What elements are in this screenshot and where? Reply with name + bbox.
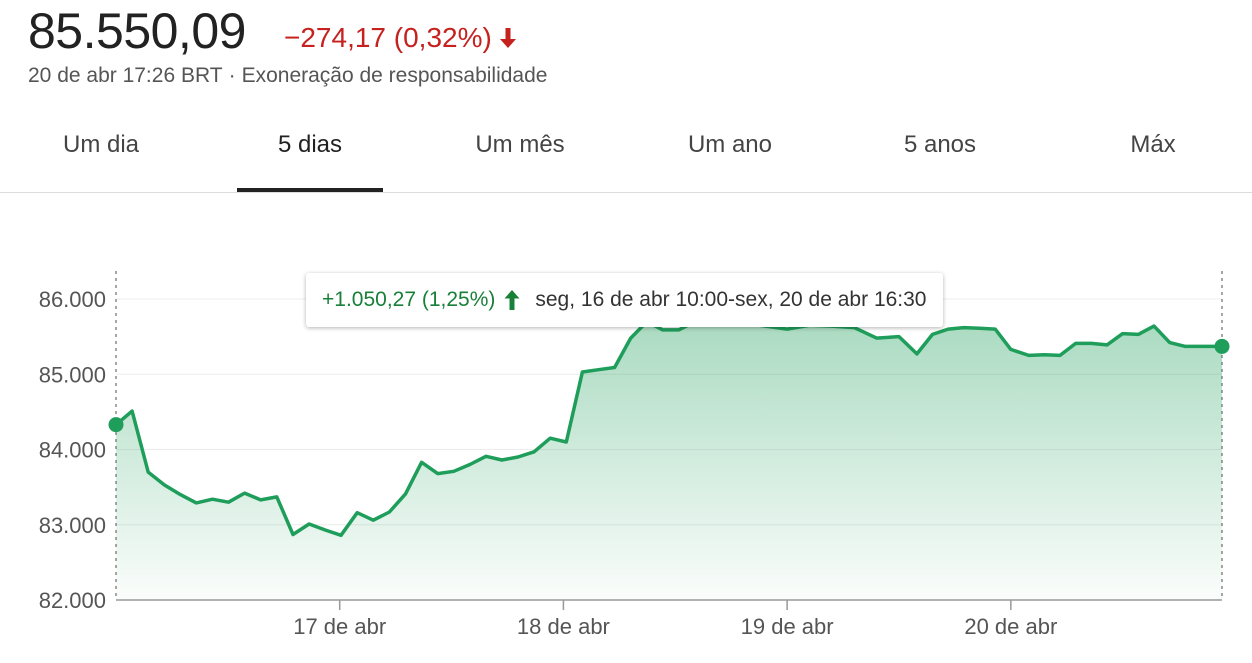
tab-one-year[interactable]: Um ano bbox=[687, 131, 773, 158]
price-change-value: −274,17 (0,32%) bbox=[284, 22, 492, 53]
y-tick-label: 85.000 bbox=[39, 362, 106, 387]
index-price: 85.550,09 bbox=[28, 3, 246, 59]
x-tick-label: 17 de abr bbox=[293, 614, 386, 639]
meta-separator: · bbox=[228, 64, 236, 87]
tab-five-years[interactable]: 5 anos bbox=[903, 131, 977, 158]
range-tooltip: +1.050,27 (1,25%) seg, 16 de abr 10:00-s… bbox=[306, 273, 943, 327]
chart-area-fill bbox=[116, 320, 1222, 600]
arrow-down-icon bbox=[499, 28, 516, 48]
y-tick-label: 83.000 bbox=[39, 513, 106, 538]
disclaimer-link[interactable]: Exoneração de responsabilidade bbox=[241, 64, 548, 87]
active-tab-indicator bbox=[237, 188, 383, 192]
tab-five-days[interactable]: 5 dias bbox=[277, 131, 343, 158]
price-chart[interactable]: 82.000 83.000 84.000 85.000 86.000 17 de abr… bbox=[0, 192, 1252, 663]
tooltip-range: seg, 16 de abr 10:00-sex, 20 de abr 16:3… bbox=[535, 288, 927, 311]
price-change: −274,17 (0,32%) bbox=[284, 22, 518, 54]
x-tick-label: 20 de abr bbox=[964, 614, 1057, 639]
tooltip-change-value: +1.050,27 (1,25%) bbox=[322, 288, 496, 311]
start-point-marker bbox=[108, 417, 124, 433]
tooltip-change: +1.050,27 (1,25%) bbox=[322, 288, 521, 312]
time-range-tabs: Um dia 5 dias Um mês Um ano 5 anos Máx bbox=[0, 108, 1252, 193]
quote-meta: 20 de abr 17:26 BRT · Exoneração de respon… bbox=[28, 64, 547, 88]
tab-one-day[interactable]: Um dia bbox=[62, 131, 140, 158]
y-tick-label: 86.000 bbox=[39, 287, 106, 312]
tab-one-month[interactable]: Um mês bbox=[475, 131, 565, 158]
y-tick-label: 82.000 bbox=[39, 588, 106, 613]
y-tick-label: 84.000 bbox=[39, 438, 106, 463]
quote-timestamp: 20 de abr 17:26 BRT bbox=[28, 64, 223, 87]
tab-max[interactable]: Máx bbox=[1130, 131, 1176, 158]
arrow-up-icon bbox=[504, 290, 520, 310]
end-point-marker bbox=[1214, 338, 1230, 354]
x-tick-label: 19 de abr bbox=[741, 614, 834, 639]
x-tick-label: 18 de abr bbox=[517, 614, 610, 639]
